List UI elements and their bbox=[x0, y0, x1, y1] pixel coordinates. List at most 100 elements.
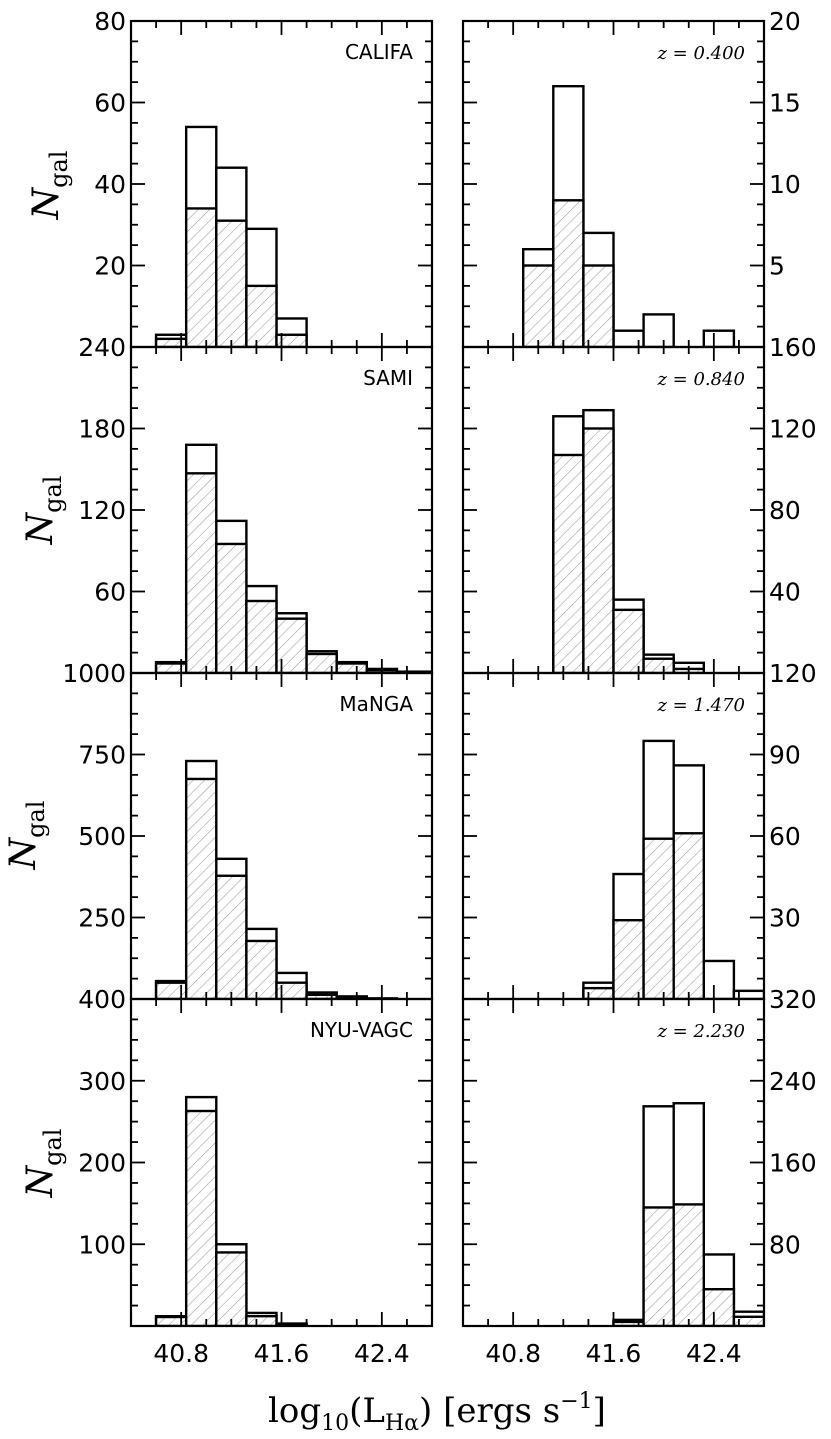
y-tick-label: 40 bbox=[769, 578, 801, 607]
plot-area bbox=[552, 408, 706, 673]
x-tick-label: 40.8 bbox=[485, 1339, 541, 1368]
y-tick-label: 200 bbox=[78, 1149, 126, 1178]
bar-hatched bbox=[642, 657, 675, 673]
x-ticks bbox=[487, 673, 740, 999]
x-tick-label: 42.4 bbox=[354, 1339, 410, 1368]
y-tick-label: 240 bbox=[769, 1067, 817, 1096]
panel-z-1-470: 30 60 90 120 z = 1.470 bbox=[461, 659, 817, 1001]
bar-hatched bbox=[245, 284, 278, 347]
ylabel-sub: gal bbox=[39, 1129, 67, 1166]
ylabel-sub: gal bbox=[45, 151, 73, 188]
y-tick-label: 120 bbox=[769, 659, 817, 688]
bar-hatched bbox=[612, 608, 645, 673]
y-tick-label: 300 bbox=[78, 1067, 126, 1096]
plot-area bbox=[582, 739, 764, 999]
x-axis-label: log10(LHα) [ergs s−1] bbox=[268, 1389, 606, 1436]
ylabel-main: N bbox=[20, 1164, 61, 1198]
x-ticks bbox=[487, 347, 740, 673]
ylabel-main: N bbox=[3, 836, 44, 870]
panel-label: CALIFA bbox=[345, 40, 413, 64]
y-tick-label: 90 bbox=[769, 741, 801, 770]
y-tick-label: 80 bbox=[94, 7, 126, 36]
plot-area bbox=[154, 443, 432, 673]
panel-sami: 60 120 180 240 SAMI bbox=[78, 333, 434, 675]
bar-hatched bbox=[184, 777, 218, 999]
panel-grid: 20 40 60 80 CALIFA 5 10 15 20 z = 0.400 60 120 180 24… bbox=[62, 7, 816, 1368]
y-ticks bbox=[131, 692, 432, 980]
panel-label: MaNGA bbox=[339, 692, 413, 716]
panel-label: NYU-VAGC bbox=[310, 1018, 413, 1042]
plot-area bbox=[154, 759, 399, 999]
panel-frame bbox=[129, 997, 434, 1328]
bar-total bbox=[642, 313, 675, 347]
panel-z-2-230: 80 160 240 320 40.8 41.6 42.4 z = 2.230 bbox=[461, 985, 817, 1368]
y-tick-label: 20 bbox=[94, 252, 126, 281]
y-tick-label: 180 bbox=[78, 415, 126, 444]
y-ticks bbox=[463, 366, 764, 654]
y-tick-label: 320 bbox=[769, 985, 817, 1014]
x-ticks bbox=[155, 999, 408, 1326]
y-tick-label: 60 bbox=[94, 578, 126, 607]
ylabel-row-2: Ngal bbox=[20, 476, 67, 546]
y-tick-label: 80 bbox=[769, 496, 801, 525]
panel-label: z = 1.470 bbox=[656, 695, 745, 716]
bar-hatched bbox=[672, 832, 706, 999]
bar-hatched bbox=[642, 837, 675, 999]
svg-text:Ngal: Ngal bbox=[3, 801, 50, 871]
y-tick-label: 15 bbox=[769, 89, 801, 118]
y-ticks bbox=[131, 40, 432, 328]
y-tick-label: 5 bbox=[769, 252, 785, 281]
y-tick-label: 750 bbox=[78, 741, 126, 770]
panel-manga: 250 500 750 1000 MaNGA bbox=[62, 659, 434, 1001]
plot-area bbox=[522, 84, 736, 347]
x-tick-label: 42.4 bbox=[686, 1339, 742, 1368]
bar-hatched bbox=[245, 599, 278, 673]
y-tick-label: 160 bbox=[769, 333, 817, 362]
x-tick-label: 41.6 bbox=[254, 1339, 310, 1368]
x-ticks bbox=[155, 21, 408, 347]
bar-hatched bbox=[702, 1288, 736, 1326]
bar-hatched bbox=[582, 264, 615, 347]
panel-z-0-400: 5 10 15 20 z = 0.400 bbox=[461, 7, 801, 349]
bar-hatched bbox=[522, 264, 555, 347]
ylabel-row-3: Ngal bbox=[3, 801, 50, 871]
x-ticks bbox=[155, 673, 408, 999]
bar-hatched bbox=[215, 219, 248, 347]
bar-hatched bbox=[552, 453, 585, 673]
panel-label: z = 0.400 bbox=[656, 43, 745, 64]
y-tick-label: 120 bbox=[78, 496, 126, 525]
bar-hatched bbox=[245, 1314, 278, 1326]
plot-area bbox=[154, 1095, 308, 1326]
y-tick-label: 20 bbox=[769, 7, 801, 36]
y-tick-label: 10 bbox=[769, 170, 801, 199]
svg-text:Ngal: Ngal bbox=[20, 1129, 67, 1199]
y-tick-label: 80 bbox=[769, 1230, 801, 1259]
panel-label: z = 2.230 bbox=[656, 1021, 745, 1042]
bar-hatched bbox=[215, 1251, 248, 1326]
panel-nyu-vagc: 100 200 300 400 40.8 41.6 42.4 NYU-VAGC bbox=[78, 985, 434, 1368]
y-tick-label: 30 bbox=[769, 904, 801, 933]
bar-hatched bbox=[184, 472, 218, 673]
ylabel-main: N bbox=[20, 511, 61, 545]
bar-hatched bbox=[215, 542, 248, 673]
bar-total bbox=[702, 959, 736, 999]
x-ticks bbox=[487, 21, 740, 347]
y-ticks bbox=[463, 40, 764, 328]
ylabel-sub: gal bbox=[39, 476, 67, 513]
y-tick-label: 60 bbox=[94, 89, 126, 118]
x-tick-label: 41.6 bbox=[586, 1339, 642, 1368]
y-tick-label: 1000 bbox=[62, 659, 126, 688]
panel-califa: 20 40 60 80 CALIFA bbox=[94, 7, 434, 349]
y-tick-label: 40 bbox=[94, 170, 126, 199]
bar-hatched bbox=[672, 1203, 706, 1326]
ylabel-sub: gal bbox=[22, 801, 50, 838]
ylabel-row-1: Ngal bbox=[26, 151, 73, 221]
bar-hatched bbox=[642, 1206, 675, 1326]
x-ticks bbox=[155, 347, 408, 673]
bar-hatched bbox=[245, 939, 278, 999]
y-tick-label: 240 bbox=[78, 333, 126, 362]
y-ticks bbox=[463, 692, 764, 980]
panel-frame bbox=[129, 19, 434, 349]
svg-text:Ngal: Ngal bbox=[26, 151, 73, 221]
x-ticks bbox=[487, 999, 740, 1326]
